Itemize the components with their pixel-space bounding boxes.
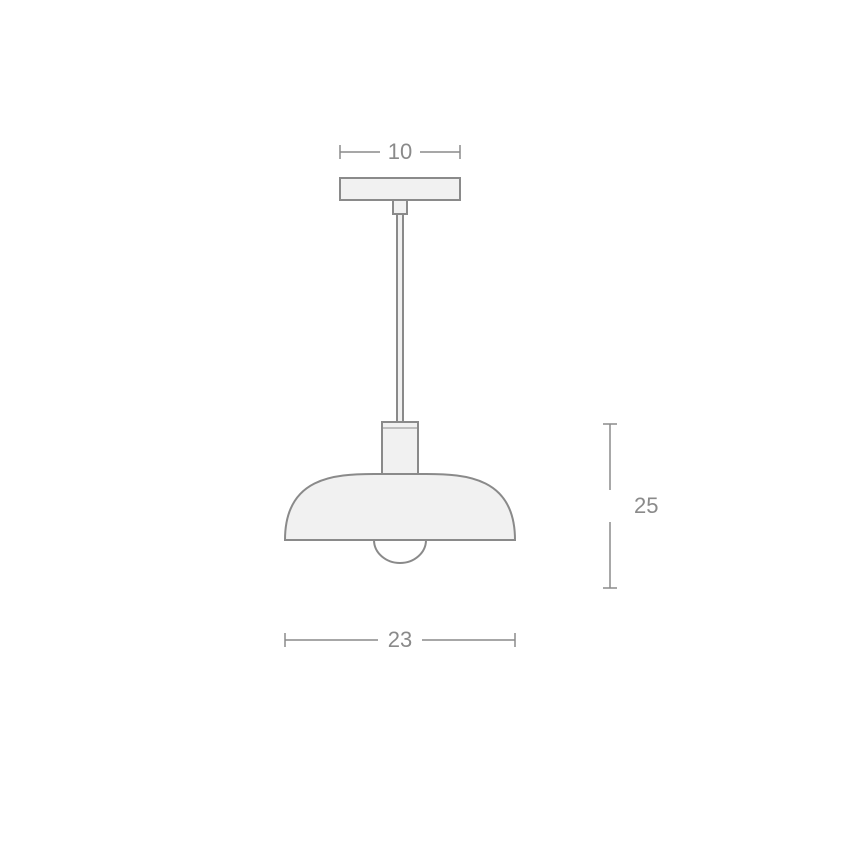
- bulb: [374, 540, 426, 563]
- shade: [285, 474, 515, 540]
- dim-right-label: 25: [634, 493, 658, 518]
- dim-top-label: 10: [388, 139, 412, 164]
- rod: [397, 214, 403, 422]
- dim-bottom-label: 23: [388, 627, 412, 652]
- canopy: [340, 178, 460, 200]
- lamp-technical-drawing: 10 23 25: [0, 0, 868, 868]
- connector: [393, 200, 407, 214]
